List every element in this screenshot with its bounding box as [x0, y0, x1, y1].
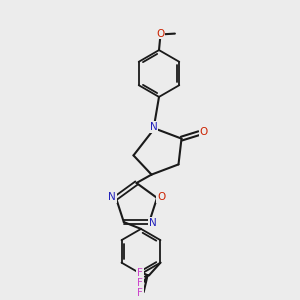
Text: F: F: [137, 278, 143, 288]
Text: F: F: [137, 268, 143, 278]
Text: O: O: [157, 192, 165, 202]
Text: N: N: [109, 192, 116, 202]
Text: F: F: [137, 288, 143, 298]
Text: O: O: [156, 28, 165, 39]
Text: N: N: [150, 122, 158, 132]
Text: O: O: [200, 127, 208, 137]
Text: N: N: [149, 218, 157, 228]
